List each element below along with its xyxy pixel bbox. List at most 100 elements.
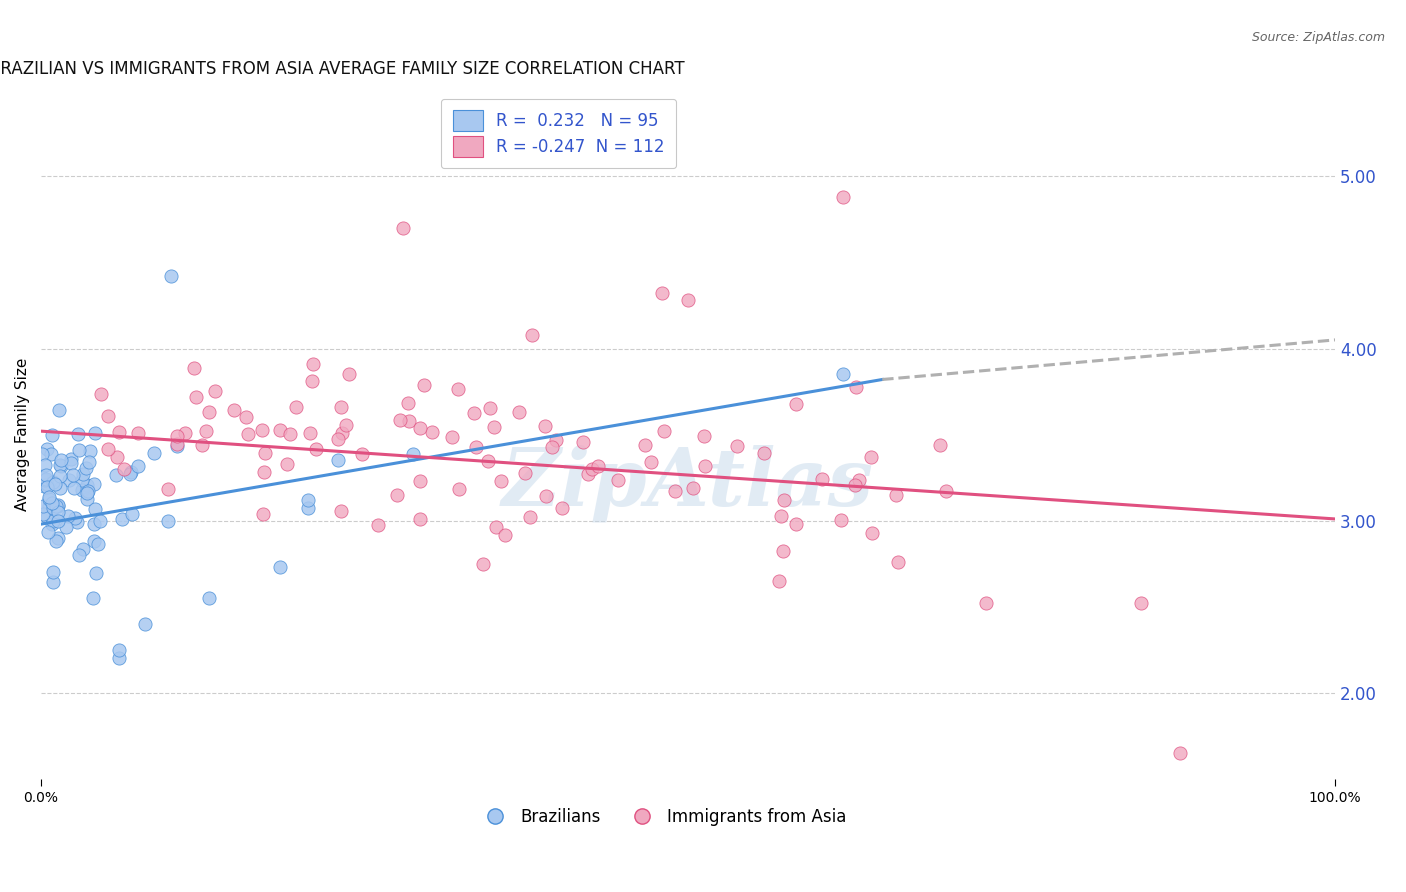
Point — [63, 511, 86, 525]
Point — [173, 425, 195, 440]
Point — [536, 489, 558, 503]
Point — [75, 461, 97, 475]
Point — [651, 286, 673, 301]
Point — [59, 456, 82, 470]
Point — [769, 509, 792, 524]
Point — [519, 509, 541, 524]
Point — [46, 505, 69, 519]
Point — [887, 555, 910, 569]
Point — [409, 474, 432, 488]
Y-axis label: Average Family Size: Average Family Size — [15, 358, 30, 511]
Point — [845, 380, 868, 394]
Point — [253, 465, 276, 479]
Point — [127, 425, 149, 440]
Point — [112, 461, 135, 475]
Point — [860, 450, 883, 464]
Point — [974, 596, 997, 610]
Point — [752, 445, 775, 459]
Point — [76, 477, 98, 491]
Point — [305, 442, 328, 457]
Point — [693, 458, 716, 473]
Point — [447, 382, 470, 396]
Point — [45, 534, 67, 549]
Point — [652, 424, 675, 438]
Point — [515, 467, 537, 481]
Point — [38, 490, 60, 504]
Point — [127, 459, 149, 474]
Point — [576, 467, 599, 481]
Point — [588, 458, 610, 473]
Point — [35, 472, 58, 486]
Point — [250, 423, 273, 437]
Point — [42, 475, 65, 489]
Point — [785, 516, 807, 531]
Point — [83, 534, 105, 549]
Point — [77, 455, 100, 469]
Point — [269, 423, 291, 437]
Point — [62, 468, 84, 483]
Point — [522, 327, 544, 342]
Text: BRAZILIAN VS IMMIGRANTS FROM ASIA AVERAGE FAMILY SIZE CORRELATION CHART: BRAZILIAN VS IMMIGRANTS FROM ASIA AVERAG… — [0, 60, 685, 78]
Point — [46, 514, 69, 528]
Point — [447, 483, 470, 497]
Point — [183, 361, 205, 376]
Point — [49, 481, 72, 495]
Point — [97, 409, 120, 423]
Point — [42, 514, 65, 528]
Point — [725, 439, 748, 453]
Point — [186, 390, 208, 404]
Point — [97, 442, 120, 457]
Point — [640, 455, 662, 469]
Point — [41, 517, 63, 532]
Point — [32, 479, 55, 493]
Point — [682, 481, 704, 495]
Point — [482, 419, 505, 434]
Point — [844, 478, 866, 492]
Point — [471, 558, 494, 572]
Point — [48, 468, 70, 483]
Point — [107, 651, 129, 665]
Point — [41, 428, 63, 442]
Point — [82, 591, 104, 606]
Point — [848, 473, 870, 487]
Point — [832, 368, 855, 382]
Point — [111, 512, 134, 526]
Point — [224, 403, 246, 417]
Point — [198, 405, 221, 419]
Point — [166, 439, 188, 453]
Point — [107, 425, 129, 439]
Point — [58, 473, 80, 487]
Point — [67, 427, 90, 442]
Point — [120, 467, 142, 481]
Point — [330, 504, 353, 518]
Point — [66, 516, 89, 530]
Point — [76, 491, 98, 506]
Point — [385, 488, 408, 502]
Point — [330, 426, 353, 441]
Point — [198, 591, 221, 606]
Point — [56, 509, 79, 524]
Point — [70, 473, 93, 487]
Point — [35, 476, 58, 491]
Point — [299, 426, 322, 441]
Point — [70, 483, 93, 498]
Point — [633, 438, 655, 452]
Point — [31, 507, 53, 521]
Point — [335, 417, 357, 432]
Point — [1168, 746, 1191, 760]
Point — [76, 484, 98, 499]
Point — [367, 518, 389, 533]
Point — [278, 426, 301, 441]
Point — [326, 453, 349, 467]
Point — [42, 500, 65, 515]
Point — [41, 496, 63, 510]
Point — [84, 502, 107, 516]
Point — [45, 499, 67, 513]
Point — [768, 574, 790, 588]
Point — [30, 469, 52, 483]
Point — [832, 190, 855, 204]
Point — [46, 498, 69, 512]
Point — [34, 458, 56, 472]
Point — [534, 419, 557, 434]
Point — [156, 482, 179, 496]
